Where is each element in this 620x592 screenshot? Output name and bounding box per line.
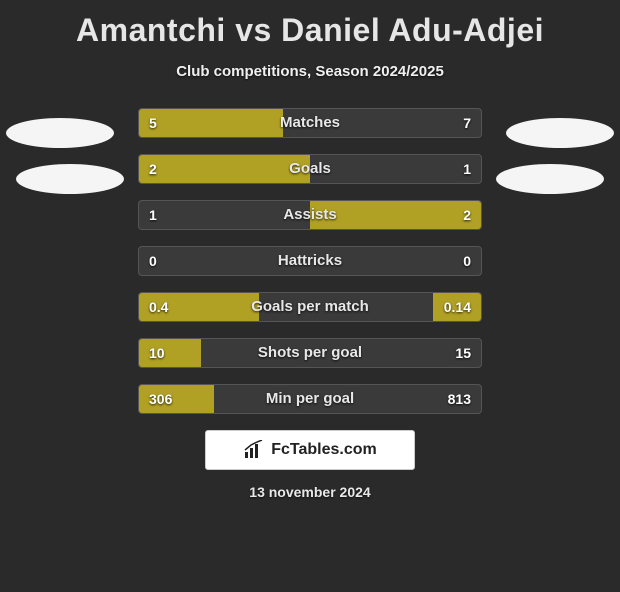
bar-label: Matches <box>139 109 481 137</box>
bar-row: 2Goals1 <box>138 154 482 184</box>
bar-value-right: 0 <box>463 247 471 275</box>
bar-label: Hattricks <box>139 247 481 275</box>
brand-badge: FcTables.com <box>205 430 415 470</box>
bar-label: Goals per match <box>139 293 481 321</box>
chart-icon <box>243 440 265 460</box>
bar-row: 10Shots per goal15 <box>138 338 482 368</box>
comparison-chart: 5Matches72Goals11Assists20Hattricks00.4G… <box>0 108 620 414</box>
date-text: 13 november 2024 <box>0 484 620 500</box>
bar-row: 1Assists2 <box>138 200 482 230</box>
bar-label: Goals <box>139 155 481 183</box>
player-right-badge-1 <box>506 118 614 148</box>
bar-row: 306Min per goal813 <box>138 384 482 414</box>
bar-value-right: 15 <box>455 339 471 367</box>
bars-container: 5Matches72Goals11Assists20Hattricks00.4G… <box>138 108 482 414</box>
player-left-badge-2 <box>16 164 124 194</box>
bar-label: Assists <box>139 201 481 229</box>
bar-row: 0.4Goals per match0.14 <box>138 292 482 322</box>
bar-label: Min per goal <box>139 385 481 413</box>
bar-row: 0Hattricks0 <box>138 246 482 276</box>
bar-value-right: 0.14 <box>444 293 471 321</box>
bar-value-right: 813 <box>448 385 471 413</box>
subtitle: Club competitions, Season 2024/2025 <box>0 63 620 80</box>
bar-value-right: 1 <box>463 155 471 183</box>
bar-value-right: 7 <box>463 109 471 137</box>
brand-text: FcTables.com <box>271 441 377 459</box>
bar-row: 5Matches7 <box>138 108 482 138</box>
player-left-badge-1 <box>6 118 114 148</box>
bar-label: Shots per goal <box>139 339 481 367</box>
player-right-badge-2 <box>496 164 604 194</box>
page-title: Amantchi vs Daniel Adu-Adjei <box>0 12 620 49</box>
bar-value-right: 2 <box>463 201 471 229</box>
